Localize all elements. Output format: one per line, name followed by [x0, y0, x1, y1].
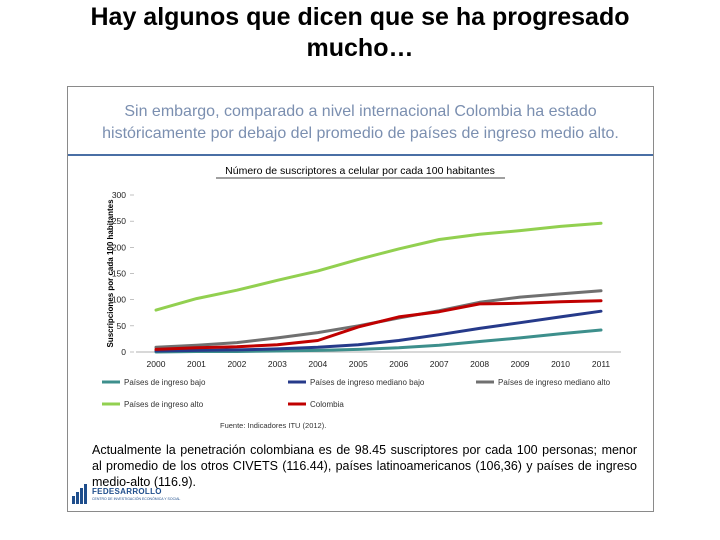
x-tick-label: 2000	[147, 359, 166, 369]
x-tick-label: 2005	[349, 359, 368, 369]
y-tick-label: 0	[121, 347, 126, 357]
line-chart: Número de suscriptores a celular por cad…	[102, 165, 621, 430]
y-tick-label: 300	[112, 190, 126, 200]
slide-title-line1: Hay algunos que dicen que se ha progresa…	[90, 3, 630, 31]
x-tick-label: 2010	[551, 359, 570, 369]
logo-bars-icon	[72, 484, 90, 504]
header-divider	[68, 154, 653, 156]
legend-label-4: Colombia	[310, 400, 344, 409]
legend-label-1: Países de ingreso mediano bajo	[310, 378, 425, 387]
fedesarrollo-logo: FEDESARROLLO CENTRO DE INVESTIGACIÓN ECO…	[72, 482, 192, 506]
y-tick-label: 250	[112, 216, 126, 226]
x-tick-label: 2008	[470, 359, 489, 369]
slide-title: Hay algunos que dicen que se ha progresa…	[0, 2, 720, 64]
x-tick-label: 2009	[511, 359, 530, 369]
card-header-line2: históricamente por debajo del promedio d…	[102, 125, 619, 142]
series-line-3	[154, 221, 603, 312]
card-header: Sin embargo, comparado a nivel internaci…	[68, 87, 653, 155]
legend-label-0: Países de ingreso bajo	[124, 378, 206, 387]
x-tick-label: 2002	[227, 359, 246, 369]
series-line-0	[154, 328, 603, 354]
x-tick-label: 2011	[592, 359, 611, 369]
x-tick-label: 2003	[268, 359, 287, 369]
chart-source: Fuente: Indicadores ITU (2012).	[220, 421, 326, 430]
chart-title: Número de suscriptores a celular por cad…	[225, 165, 495, 177]
y-tick-label: 100	[112, 295, 126, 305]
card-header-line1: Sin embargo, comparado a nivel internaci…	[124, 103, 597, 120]
series-line-4	[154, 299, 603, 351]
y-tick-label: 150	[112, 269, 126, 279]
legend-label-2: Países de ingreso mediano alto	[498, 378, 611, 387]
x-tick-label: 2007	[430, 359, 449, 369]
logo-text: FEDESARROLLO	[92, 487, 162, 496]
y-tick-label: 200	[112, 242, 126, 252]
content-card: Sin embargo, comparado a nivel internaci…	[67, 86, 654, 512]
legend-label-3: Países de ingreso alto	[124, 400, 204, 409]
y-tick-label: 50	[117, 321, 127, 331]
summary-note: Actualmente la penetración colombiana es…	[92, 443, 637, 489]
x-tick-label: 2006	[389, 359, 408, 369]
slide-title-line2: mucho…	[306, 34, 414, 62]
logo-subtext: CENTRO DE INVESTIGACIÓN ECONÓMICA Y SOCI…	[92, 497, 181, 501]
y-axis-label: Suscripciones por cada 100 habitantes	[106, 199, 115, 348]
series-line-1	[154, 309, 603, 353]
x-tick-label: 2004	[308, 359, 327, 369]
x-tick-label: 2001	[187, 359, 206, 369]
series-line-2	[154, 289, 603, 349]
